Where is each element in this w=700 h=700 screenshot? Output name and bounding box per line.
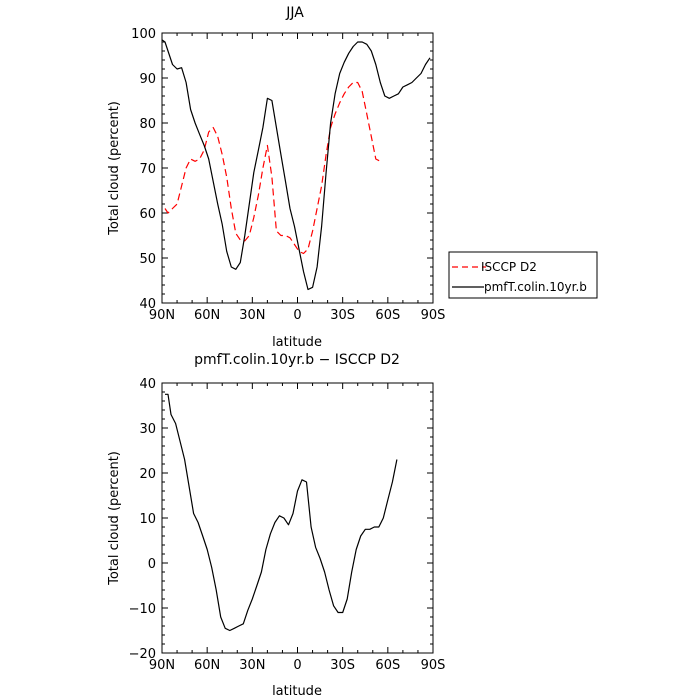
top-y-tick-label: 90 — [139, 72, 156, 87]
top-x-tick-label: 60N — [194, 308, 220, 323]
bottom-x-tick-label: 30S — [330, 658, 355, 673]
top-y-tick-label: 100 — [131, 27, 156, 42]
top-x-tick-label: 90N — [149, 308, 175, 323]
top-chart-title: JJA — [285, 5, 304, 21]
bottom-series-line-0 — [165, 393, 398, 632]
top-series-line-isccp-d2 — [164, 81, 381, 255]
top-plot-area: 90N 60N 30N 0 30S 60S 90S 40 50 60 70 80 90 100 — [131, 27, 445, 323]
top-y-axis-label: Total cloud (percent) — [107, 101, 122, 236]
bottom-x-axis-label: latitude — [272, 684, 322, 699]
bottom-x-tick-label: 60N — [194, 658, 220, 673]
legend-box — [448, 251, 598, 299]
top-x-tick-label: 60S — [375, 308, 400, 323]
legend: ISCCP D2 pmfT.colin.10yr.b — [448, 251, 598, 299]
bottom-plot-area: 90N 60N 30N 0 30S 60S 90S −20 −10 0 10 20 30 40 — [129, 377, 446, 673]
top-x-tick-label: 30N — [239, 308, 265, 323]
bottom-plot-frame — [161, 382, 434, 654]
top-x-tick-label: 90S — [421, 308, 446, 323]
bottom-y-tick-label: 30 — [139, 422, 156, 437]
bottom-x-tick-label: 90S — [421, 658, 446, 673]
bottom-y-tick-label: 20 — [139, 467, 156, 482]
bottom-y-axis-label: Total cloud (percent) — [107, 451, 122, 586]
legend-label-pmft: pmfT.colin.10yr.b — [484, 280, 587, 294]
bottom-chart-title: pmfT.colin.10yr.b − ISCCP D2 — [194, 352, 400, 368]
bottom-y-tick-label: 0 — [148, 557, 156, 572]
top-x-tick-label: 0 — [293, 308, 301, 323]
bottom-x-tick-label: 30N — [239, 658, 265, 673]
top-y-tick-label: 50 — [139, 252, 156, 267]
top-y-tick-label: 70 — [139, 162, 156, 177]
legend-label-isccp-d2: ISCCP D2 — [481, 260, 537, 274]
top-x-axis-label: latitude — [272, 335, 322, 350]
bottom-y-tick-label: 10 — [139, 512, 156, 527]
top-panel: JJA 90N 60N 30N 0 30S 60S 90S 40 50 60 70 80 90 100 l… — [107, 5, 445, 350]
top-y-tick-label: 60 — [139, 207, 156, 222]
bottom-y-tick-label: 40 — [139, 377, 156, 392]
bottom-y-tick-label: −10 — [129, 602, 156, 617]
top-y-tick-label: 80 — [139, 117, 156, 132]
top-plot-frame — [161, 32, 434, 304]
bottom-x-tick-label: 90N — [149, 658, 175, 673]
top-series-line-pmft-colin-10yr-b — [161, 39, 431, 291]
bottom-x-tick-label: 60S — [375, 658, 400, 673]
top-x-tick-label: 30S — [330, 308, 355, 323]
bottom-panel: pmfT.colin.10yr.b − ISCCP D2 90N 60N 30N 0 3… — [107, 352, 445, 699]
bottom-y-tick-label: −20 — [129, 647, 156, 662]
top-y-tick-label: 40 — [139, 297, 156, 312]
bottom-x-tick-label: 0 — [293, 658, 301, 673]
